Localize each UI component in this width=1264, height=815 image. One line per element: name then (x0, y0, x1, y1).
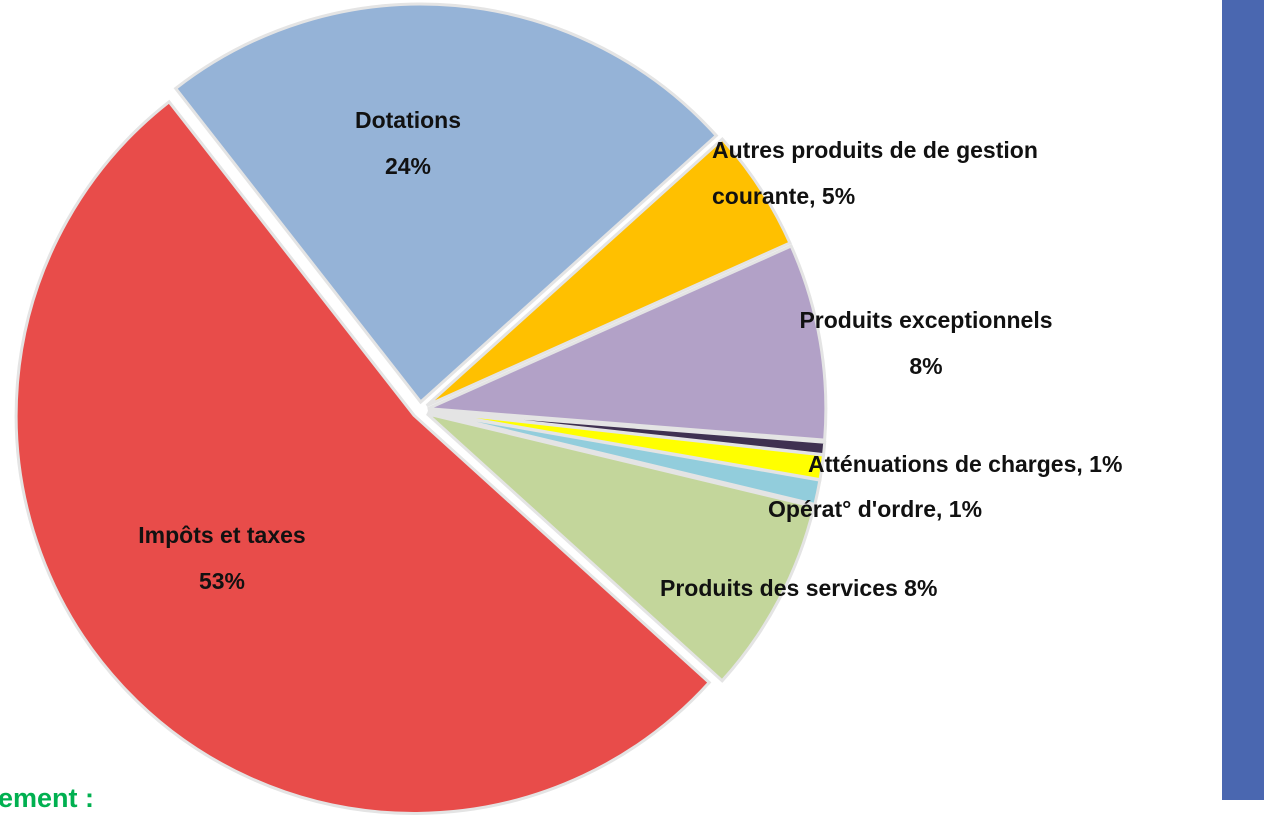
data-label: Impôts et taxes (138, 522, 305, 548)
data-label: Opérat° d'ordre, 1% (768, 496, 982, 522)
labels: Dotations 24% Autres produits de de gestio… (138, 107, 1122, 601)
data-label: Autres produits de de gestion (712, 137, 1038, 163)
data-label: Dotations (355, 107, 461, 133)
data-label: 8% (909, 353, 942, 379)
data-label: 53% (199, 568, 245, 594)
pie-slice (425, 137, 792, 408)
data-label: courante, 5% (712, 183, 855, 209)
pie-slice (427, 244, 828, 442)
data-label: Produits des services 8% (660, 575, 937, 601)
pie-slice (427, 410, 822, 507)
data-label: 24% (385, 153, 431, 179)
data-label: Produits exceptionnels (799, 307, 1052, 333)
footer-text: ement : (0, 783, 94, 813)
pie-slice (14, 99, 712, 815)
side-bar (1222, 0, 1264, 800)
pie-slice (426, 412, 816, 683)
data-label: Atténuations de charges, 1% (808, 451, 1122, 477)
pie (14, 2, 828, 815)
pie-slice (173, 2, 719, 405)
